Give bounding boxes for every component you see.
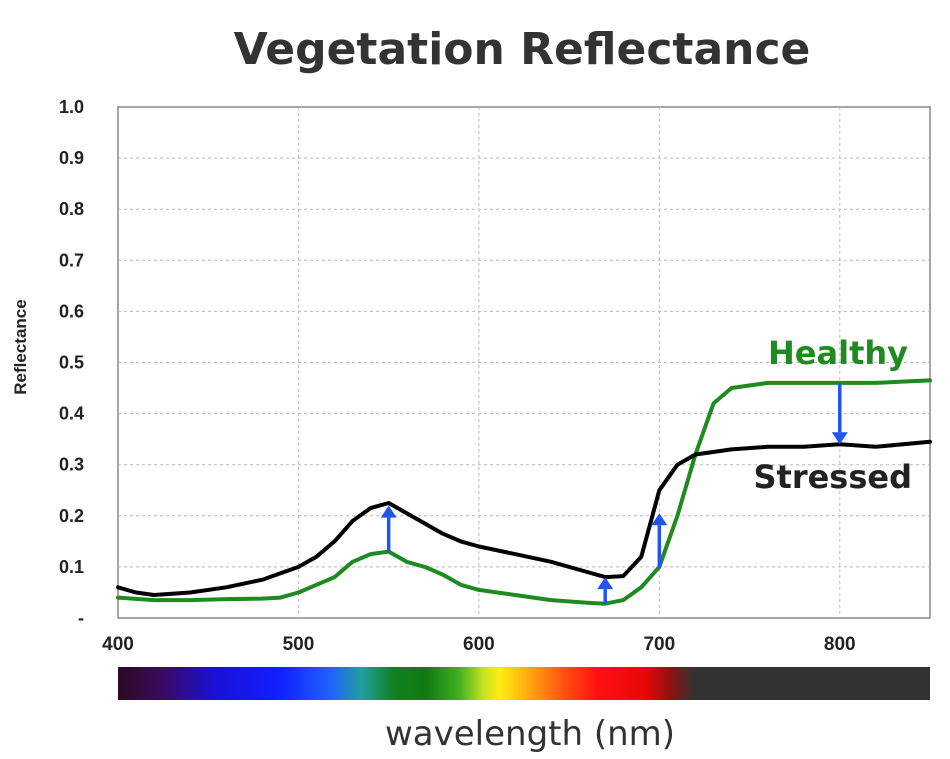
plot-area xyxy=(117,106,931,619)
x-axis-label: wavelength (nm) xyxy=(385,714,675,754)
y-tick-labels: - 0.1 0.2 0.3 0.4 0.5 0.6 0.7 0.8 0.9 1.0 xyxy=(59,97,84,628)
arrow-head xyxy=(597,577,614,590)
stressed-line xyxy=(116,439,932,597)
x-tick-label: 800 xyxy=(824,634,856,655)
x-tick-labels: 400 500 600 700 800 xyxy=(102,634,855,655)
spectrum-bar xyxy=(118,667,930,700)
y-tick-label: 0.5 xyxy=(59,353,84,373)
grid-lines xyxy=(118,107,930,618)
y-tick-label: 1.0 xyxy=(59,97,84,117)
y-tick-label: 0.3 xyxy=(59,455,84,475)
y-axis-label: Reflectance xyxy=(11,299,30,394)
x-tick-label: 400 xyxy=(102,634,134,655)
y-tick-label: 0.4 xyxy=(59,404,84,424)
y-tick-label: 0.9 xyxy=(59,148,84,168)
y-tick-label: 0.6 xyxy=(59,301,84,321)
arrow-head xyxy=(651,513,668,526)
arrow-head xyxy=(380,505,397,518)
chart-title: Vegetation Reflectance xyxy=(234,24,811,75)
healthy-line xyxy=(116,378,932,606)
y-tick-label: - xyxy=(78,608,84,628)
stressed-label: Stressed xyxy=(753,458,912,496)
series-lines xyxy=(116,378,932,606)
y-tick-label: 0.1 xyxy=(59,557,84,577)
y-tick-label: 0.2 xyxy=(59,506,84,526)
x-tick-label: 500 xyxy=(283,634,315,655)
arrow-head xyxy=(831,432,848,445)
healthy-label: Healthy xyxy=(768,334,908,372)
x-tick-label: 700 xyxy=(643,634,675,655)
change-arrows xyxy=(380,382,848,604)
x-tick-label: 600 xyxy=(463,634,495,655)
y-tick-label: 0.7 xyxy=(59,250,84,270)
y-tick-label: 0.8 xyxy=(59,199,84,219)
